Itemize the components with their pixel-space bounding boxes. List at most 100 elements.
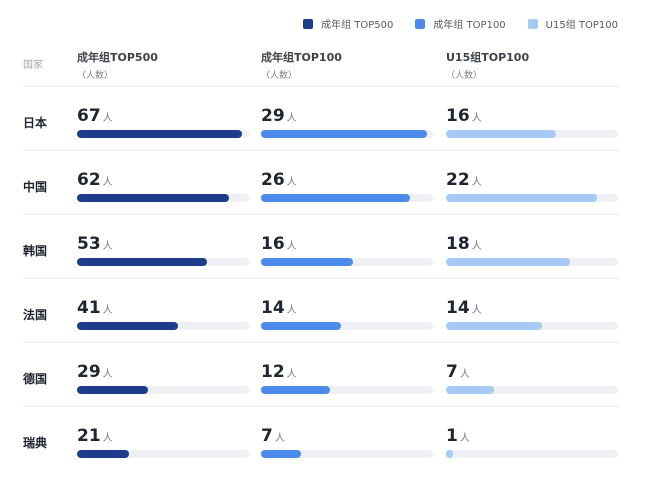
legend-label-top100: 成年组 TOP100 xyxy=(433,20,506,31)
value-label: 14 人 xyxy=(446,298,618,320)
legend-item-top500: 成年组 TOP500 xyxy=(303,16,393,31)
bar-track xyxy=(446,194,618,202)
header-column-u15: U15组TOP100 （人数） xyxy=(446,49,529,81)
value-number: 14 xyxy=(261,298,285,318)
value-unit: 人 xyxy=(471,177,482,188)
bar-top100 xyxy=(261,194,410,202)
row-divider xyxy=(23,214,619,215)
bar-cell-top100: 26 人 xyxy=(261,170,433,202)
bar-cell-u15: 14 人 xyxy=(446,298,618,330)
value-label: 53 人 xyxy=(77,234,249,256)
legend-swatch-top100 xyxy=(415,18,426,29)
value-label: 22 人 xyxy=(446,170,618,192)
bar-track xyxy=(446,450,618,458)
bar-track xyxy=(446,258,618,266)
bar-track xyxy=(261,194,433,202)
header-title-top100: 成年组TOP100 xyxy=(261,51,342,64)
header-sub-u15: （人数） xyxy=(446,71,483,81)
bar-cell-top100: 14 人 xyxy=(261,298,433,330)
value-unit: 人 xyxy=(102,369,113,380)
value-number: 41 xyxy=(77,298,101,318)
bar-cell-top500: 29 人 xyxy=(77,362,249,394)
legend-swatch-top500 xyxy=(303,18,314,29)
bar-track xyxy=(261,450,433,458)
legend: 成年组 TOP500 成年组 TOP100 U15组 TOP100 xyxy=(303,16,618,31)
bar-u15 xyxy=(446,386,494,394)
value-number: 18 xyxy=(446,234,470,254)
value-number: 29 xyxy=(77,362,101,382)
bar-track xyxy=(261,130,433,138)
bar-cell-u15: 16 人 xyxy=(446,106,618,138)
value-number: 22 xyxy=(446,170,470,190)
legend-item-u15: U15组 TOP100 xyxy=(527,16,618,31)
value-unit: 人 xyxy=(286,369,297,380)
header-column-top100: 成年组TOP100 （人数） xyxy=(261,49,342,81)
bar-top100 xyxy=(261,450,301,458)
value-label: 21 人 xyxy=(77,426,249,448)
value-number: 1 xyxy=(446,426,458,446)
value-unit: 人 xyxy=(102,241,113,252)
value-number: 67 xyxy=(77,106,101,126)
value-number: 7 xyxy=(261,426,273,446)
value-unit: 人 xyxy=(471,241,482,252)
value-number: 29 xyxy=(261,106,285,126)
bar-cell-top500: 53 人 xyxy=(77,234,249,266)
legend-swatch-u15 xyxy=(527,18,538,29)
value-unit: 人 xyxy=(102,113,113,124)
bar-track xyxy=(261,322,433,330)
header-sub-top100: （人数） xyxy=(261,71,298,81)
country-label: 瑞典 xyxy=(23,436,48,450)
header-divider xyxy=(23,86,619,87)
value-unit: 人 xyxy=(102,433,113,444)
bar-track xyxy=(77,322,249,330)
bar-cell-top500: 41 人 xyxy=(77,298,249,330)
value-number: 53 xyxy=(77,234,101,254)
country-label: 中国 xyxy=(23,180,48,194)
header-column-top500: 成年组TOP500 （人数） xyxy=(77,49,158,81)
bar-top500 xyxy=(77,322,178,330)
value-unit: 人 xyxy=(471,305,482,316)
header-title-top500: 成年组TOP500 xyxy=(77,51,158,64)
bar-cell-top500: 67 人 xyxy=(77,106,249,138)
bar-track xyxy=(77,386,249,394)
bar-cell-top100: 16 人 xyxy=(261,234,433,266)
value-number: 14 xyxy=(446,298,470,318)
value-label: 16 人 xyxy=(446,106,618,128)
value-label: 29 人 xyxy=(261,106,433,128)
value-unit: 人 xyxy=(286,241,297,252)
bar-u15 xyxy=(446,258,570,266)
value-unit: 人 xyxy=(459,369,470,380)
bar-top100 xyxy=(261,386,330,394)
bar-track xyxy=(446,386,618,394)
value-unit: 人 xyxy=(102,305,113,316)
country-label: 日本 xyxy=(23,116,48,130)
bar-u15 xyxy=(446,194,597,202)
value-unit: 人 xyxy=(286,113,297,124)
header-title-u15: U15组TOP100 xyxy=(446,51,530,64)
country-label: 韩国 xyxy=(23,244,48,258)
bar-track xyxy=(77,194,249,202)
bar-track xyxy=(446,130,618,138)
bar-top500 xyxy=(77,386,148,394)
value-number: 26 xyxy=(261,170,285,190)
bar-cell-u15: 22 人 xyxy=(446,170,618,202)
value-unit: 人 xyxy=(286,305,297,316)
bar-track xyxy=(261,386,433,394)
row-divider xyxy=(23,278,619,279)
value-number: 12 xyxy=(261,362,285,382)
legend-label-top500: 成年组 TOP500 xyxy=(321,20,394,31)
bar-cell-u15: 18 人 xyxy=(446,234,618,266)
bar-u15 xyxy=(446,450,453,458)
bar-top100 xyxy=(261,130,427,138)
bar-top500 xyxy=(77,258,207,266)
value-label: 12 人 xyxy=(261,362,433,384)
bar-track xyxy=(261,258,433,266)
value-number: 7 xyxy=(446,362,458,382)
row-divider xyxy=(23,342,619,343)
bar-cell-top500: 21 人 xyxy=(77,426,249,458)
value-unit: 人 xyxy=(459,433,470,444)
bar-top500 xyxy=(77,450,129,458)
